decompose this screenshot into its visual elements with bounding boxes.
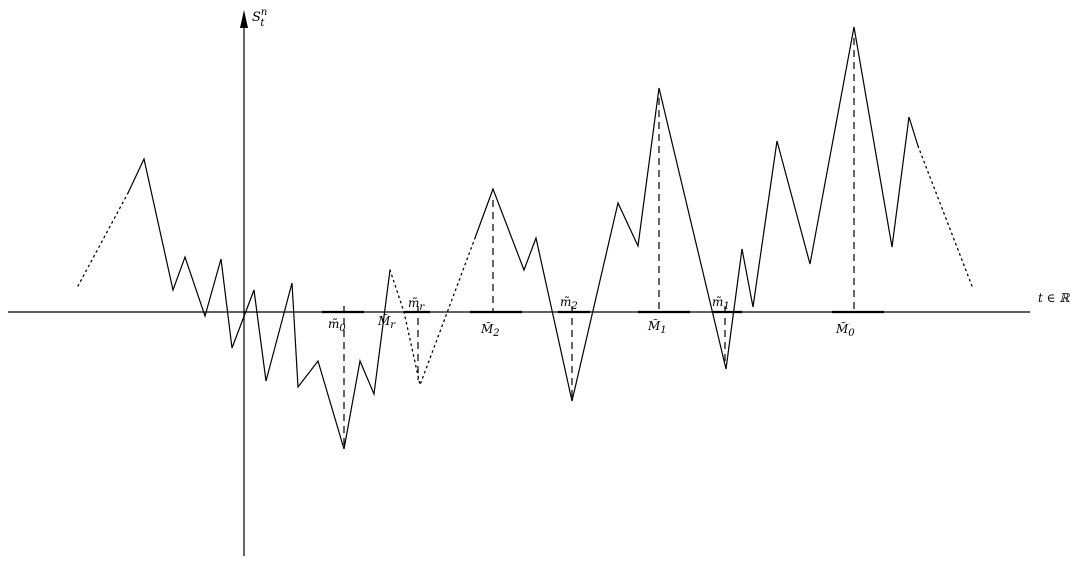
path-solid-sections — [127, 26, 919, 450]
x-axis-label: t ∈ ℝ — [1038, 291, 1070, 305]
y-axis-label: Sn t — [252, 7, 267, 29]
path-solid-left — [127, 157, 391, 450]
path-dotted-right — [917, 145, 973, 287]
vertical-guides — [343, 38, 855, 449]
label-Mr: M̃r — [377, 313, 396, 331]
path-dotted-mid — [389, 237, 476, 388]
path-dotted-sections — [77, 145, 973, 388]
label-m1: m̃1 — [712, 295, 730, 312]
label-m0: m̃0 — [328, 317, 346, 334]
label-m2: m̃2 — [560, 295, 578, 312]
label-M1: M̃1 — [647, 318, 667, 336]
label-M2: M̃2 — [480, 321, 500, 339]
label-mr: m̃r — [408, 296, 425, 313]
label-M0: M̃0 — [835, 321, 855, 339]
y-axis-arrowhead — [240, 10, 248, 28]
path-dotted-left — [77, 192, 129, 287]
path-solid-right — [474, 26, 919, 402]
